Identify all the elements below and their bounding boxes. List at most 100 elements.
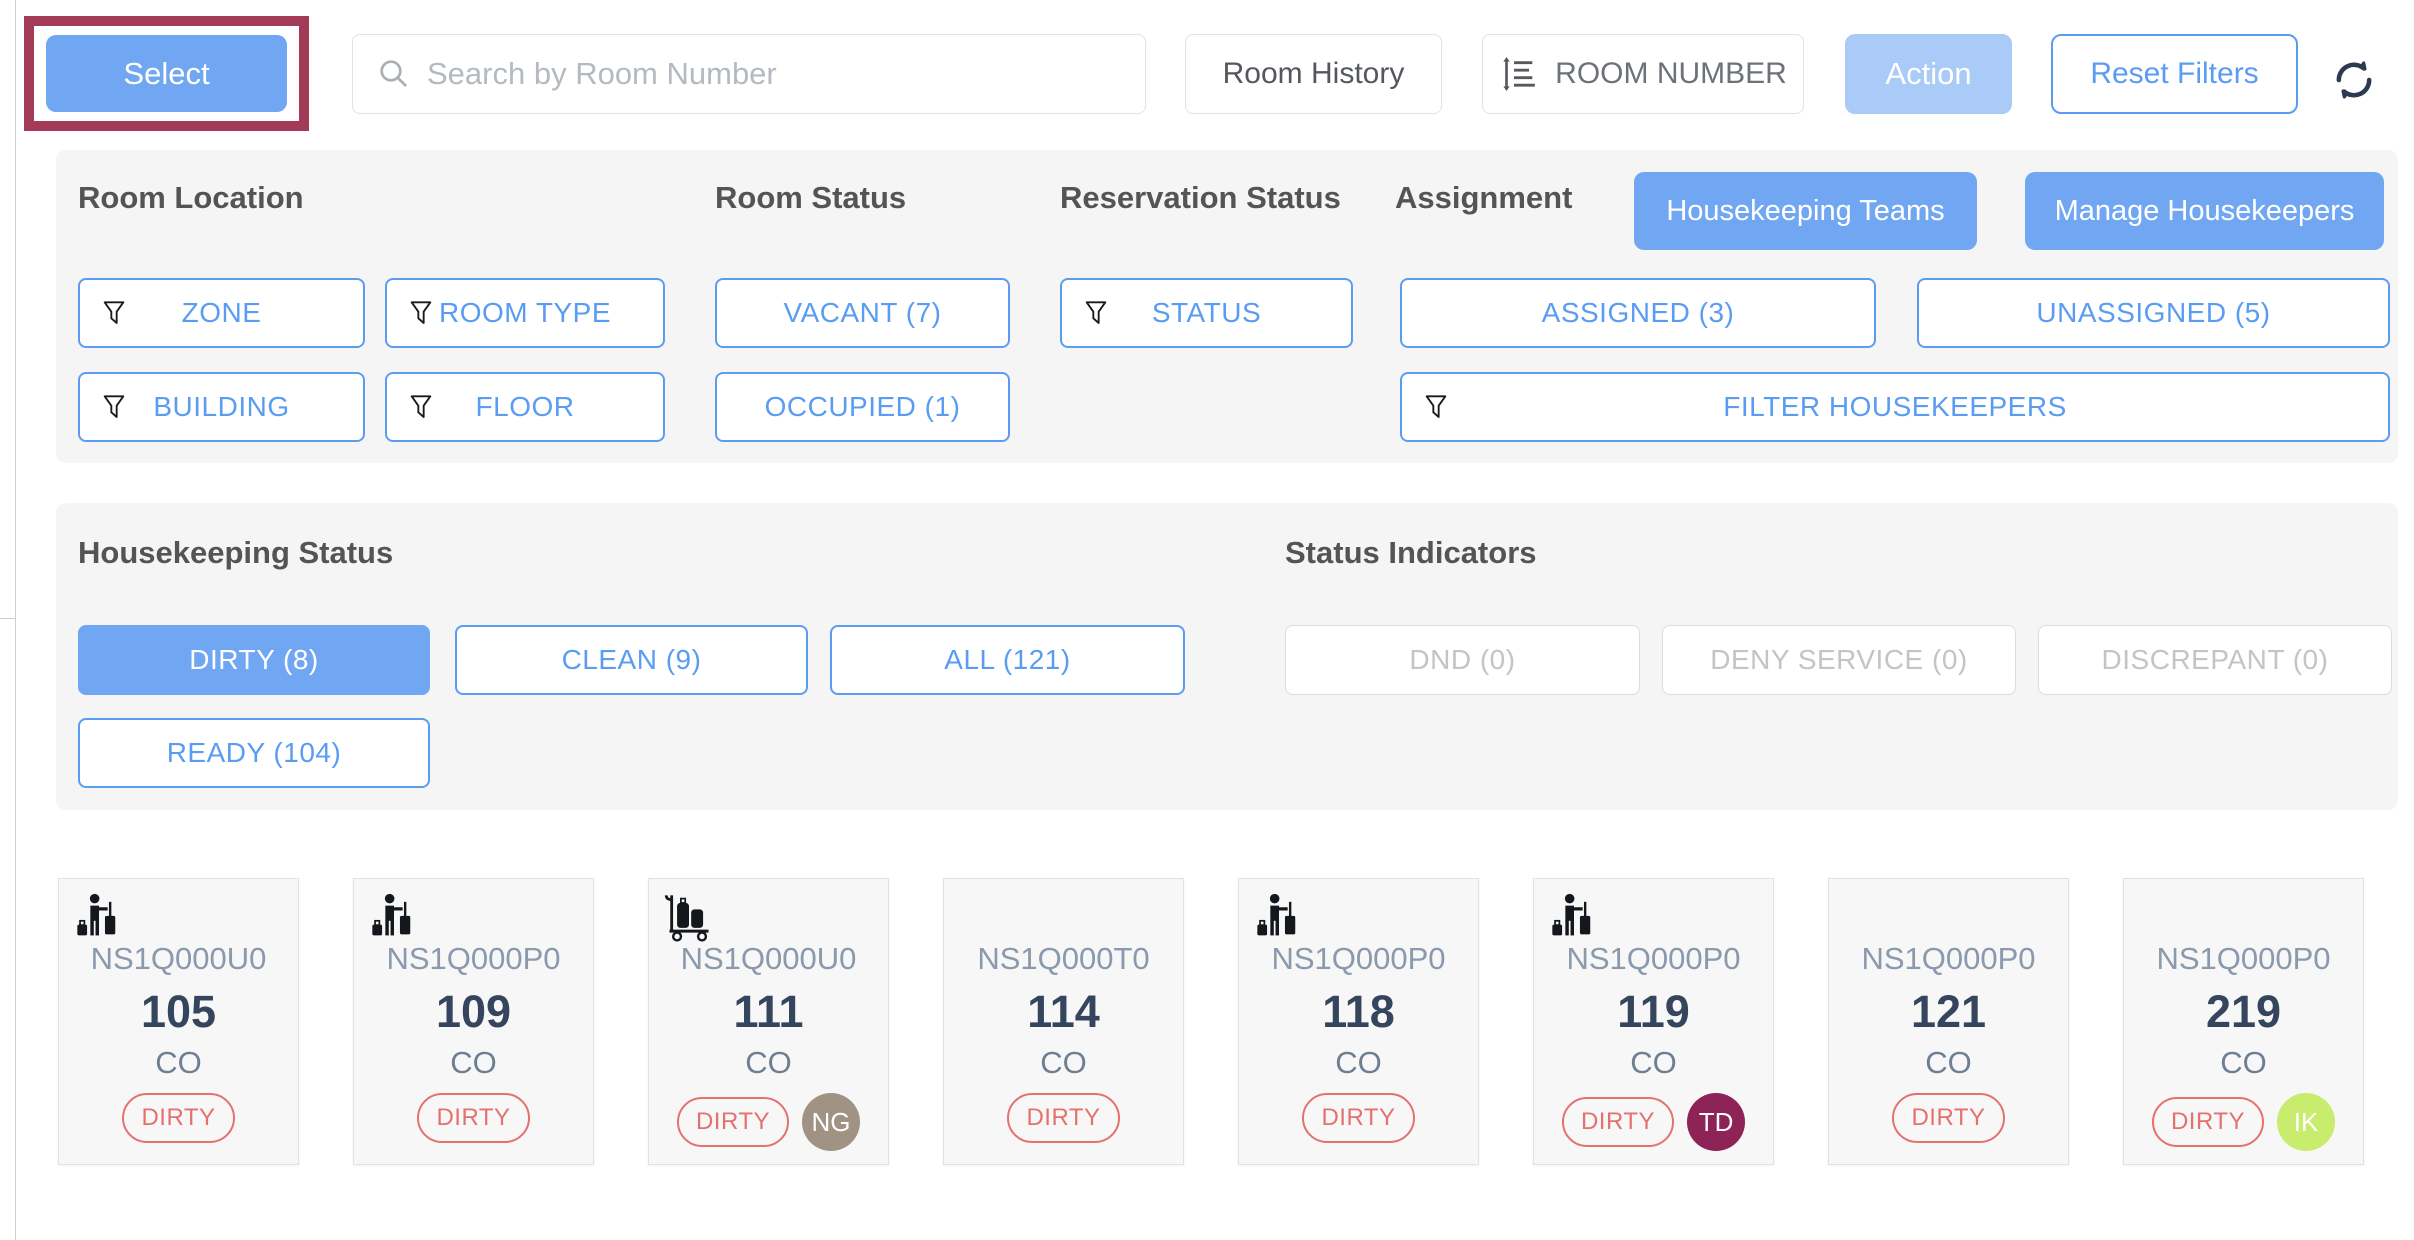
housekeeping-status-title: Housekeeping Status xyxy=(78,535,394,570)
reservation-status-code: CO xyxy=(745,1045,792,1080)
floor-filter-button[interactable]: FLOOR xyxy=(385,372,665,442)
room-type-code: NS1Q000P0 xyxy=(1861,941,2036,976)
reservation-status-code: CO xyxy=(1335,1045,1382,1080)
room-type-code: NS1Q000P0 xyxy=(386,941,561,976)
housekeeper-badge: IK xyxy=(2277,1093,2336,1151)
room-card[interactable]: NS1Q000P0 109 CO DIRTY xyxy=(353,878,594,1165)
filter-housekeepers-button[interactable]: FILTER HOUSEKEEPERS xyxy=(1400,372,2390,442)
funnel-icon xyxy=(103,395,125,418)
search-input[interactable] xyxy=(352,34,1146,114)
filters-panel: Room Location Room Status Reservation St… xyxy=(56,150,2398,463)
room-number: 119 xyxy=(1617,986,1690,1037)
dnd-filter-button[interactable]: DND (0) xyxy=(1285,625,1640,695)
search-icon xyxy=(380,60,407,87)
select-button-highlight-box: Select xyxy=(24,16,309,131)
floor-filter-label: FLOOR xyxy=(475,391,575,422)
discrepant-filter-label: DISCREPANT (0) xyxy=(2101,644,2329,675)
dirty-filter-button[interactable]: DIRTY (8) xyxy=(78,625,430,695)
sort-field-label: ROOM NUMBER xyxy=(1555,57,1787,90)
building-filter-button[interactable]: BUILDING xyxy=(78,372,365,442)
room-status-pill: DIRTY xyxy=(417,1093,530,1143)
room-type-filter-button[interactable]: ROOM TYPE xyxy=(385,278,665,348)
room-card[interactable]: NS1Q000U0 111 CO DIRTY NG xyxy=(648,878,889,1165)
room-status-row: DIRTY xyxy=(122,1093,235,1143)
status-indicators-title: Status Indicators xyxy=(1285,535,1537,570)
deny-service-filter-button[interactable]: DENY SERVICE (0) xyxy=(1662,625,2016,695)
ready-filter-label: READY (104) xyxy=(166,737,342,768)
funnel-icon xyxy=(103,301,125,324)
room-status-pill: DIRTY xyxy=(1007,1093,1120,1143)
manage-housekeepers-button[interactable]: Manage Housekeepers xyxy=(2025,172,2384,250)
room-card[interactable]: NS1Q000U0 105 CO DIRTY xyxy=(58,878,299,1165)
room-number: 109 xyxy=(435,986,512,1037)
reservation-status-code: CO xyxy=(2220,1045,2267,1080)
room-type-filter-label: ROOM TYPE xyxy=(438,297,611,328)
unassigned-filter-button[interactable]: UNASSIGNED (5) xyxy=(1917,278,2390,348)
sort-dropdown[interactable]: ROOM NUMBER xyxy=(1482,34,1804,114)
room-number: 105 xyxy=(140,986,217,1037)
deny-service-filter-label: DENY SERVICE (0) xyxy=(1710,644,1968,675)
room-card[interactable]: NS1Q000P0 118 CO DIRTY xyxy=(1238,878,1479,1165)
all-filter-button[interactable]: ALL (121) xyxy=(830,625,1185,695)
reservation-status-code: CO xyxy=(1630,1045,1677,1080)
room-number: 111 xyxy=(733,986,804,1037)
room-status-pill: DIRTY xyxy=(1892,1093,2005,1143)
discrepant-filter-button[interactable]: DISCREPANT (0) xyxy=(2038,625,2392,695)
room-card-grid: NS1Q000U0 105 CO DIRTY NS1Q000P0 109 CO … xyxy=(58,878,2364,1165)
zone-filter-label: ZONE xyxy=(181,297,262,328)
room-status-title: Room Status xyxy=(715,180,907,215)
housekeeper-badge: NG xyxy=(802,1093,861,1151)
departing-guest-icon xyxy=(372,893,411,936)
room-search xyxy=(352,34,1146,114)
funnel-icon xyxy=(1425,395,1447,418)
vacant-filter-button[interactable]: VACANT (7) xyxy=(715,278,1010,348)
room-status-row: DIRTY IK xyxy=(2151,1093,2336,1151)
departing-guest-icon xyxy=(1257,893,1296,936)
housekeeper-badge: TD xyxy=(1687,1093,1746,1151)
room-location-title: Room Location xyxy=(78,180,304,215)
assignment-title: Assignment xyxy=(1395,180,1573,215)
room-status-row: DIRTY xyxy=(1007,1093,1120,1143)
reset-filters-button[interactable]: Reset Filters xyxy=(2051,34,2298,114)
room-status-row: DIRTY xyxy=(1302,1093,1415,1143)
housekeeping-status-panel: Housekeeping Status Status Indicators DI… xyxy=(56,503,2398,810)
assigned-filter-label: ASSIGNED (3) xyxy=(1541,297,1735,328)
room-type-code: NS1Q000U0 xyxy=(90,941,267,976)
action-button[interactable]: Action xyxy=(1845,34,2012,114)
assigned-filter-button[interactable]: ASSIGNED (3) xyxy=(1400,278,1876,348)
room-status-row: DIRTY xyxy=(1892,1093,2005,1143)
occupied-filter-button[interactable]: OCCUPIED (1) xyxy=(715,372,1010,442)
room-status-row: DIRTY xyxy=(417,1093,530,1143)
ready-filter-button[interactable]: READY (104) xyxy=(78,718,430,788)
reservation-status-code: CO xyxy=(1040,1045,1087,1080)
page-edge-divider xyxy=(15,0,16,1240)
refresh-icon xyxy=(2336,61,2372,99)
filter-housekeepers-label: FILTER HOUSEKEEPERS xyxy=(1723,391,2067,422)
room-card[interactable]: NS1Q000P0 219 CO DIRTY IK xyxy=(2123,878,2364,1165)
room-type-code: NS1Q000P0 xyxy=(1271,941,1446,976)
refresh-button[interactable] xyxy=(2322,48,2386,112)
room-number: 219 xyxy=(2205,986,2282,1037)
dnd-filter-label: DND (0) xyxy=(1409,644,1516,675)
housekeeping-teams-button[interactable]: Housekeeping Teams xyxy=(1634,172,1977,250)
reservation-status-title: Reservation Status xyxy=(1060,180,1341,215)
room-card[interactable]: NS1Q000P0 121 CO DIRTY xyxy=(1828,878,2069,1165)
room-status-pill: DIRTY xyxy=(676,1097,790,1147)
room-card[interactable]: NS1Q000T0 114 CO DIRTY xyxy=(943,878,1184,1165)
room-number: 114 xyxy=(1027,986,1100,1037)
room-status-row: DIRTY NG xyxy=(676,1093,861,1151)
luggage-cart-icon xyxy=(664,895,709,942)
departing-guest-icon xyxy=(77,893,116,936)
dirty-filter-label: DIRTY (8) xyxy=(189,644,319,675)
room-number: 118 xyxy=(1322,986,1395,1037)
select-button[interactable]: Select xyxy=(46,35,287,112)
clean-filter-button[interactable]: CLEAN (9) xyxy=(455,625,808,695)
zone-filter-button[interactable]: ZONE xyxy=(78,278,365,348)
room-history-button[interactable]: Room History xyxy=(1185,34,1442,114)
room-status-pill: DIRTY xyxy=(2151,1097,2265,1147)
room-card[interactable]: NS1Q000P0 119 CO DIRTY TD xyxy=(1533,878,1774,1165)
reservation-status-filter-button[interactable]: STATUS xyxy=(1060,278,1353,348)
departing-guest-icon xyxy=(1552,893,1591,936)
building-filter-label: BUILDING xyxy=(153,391,290,422)
